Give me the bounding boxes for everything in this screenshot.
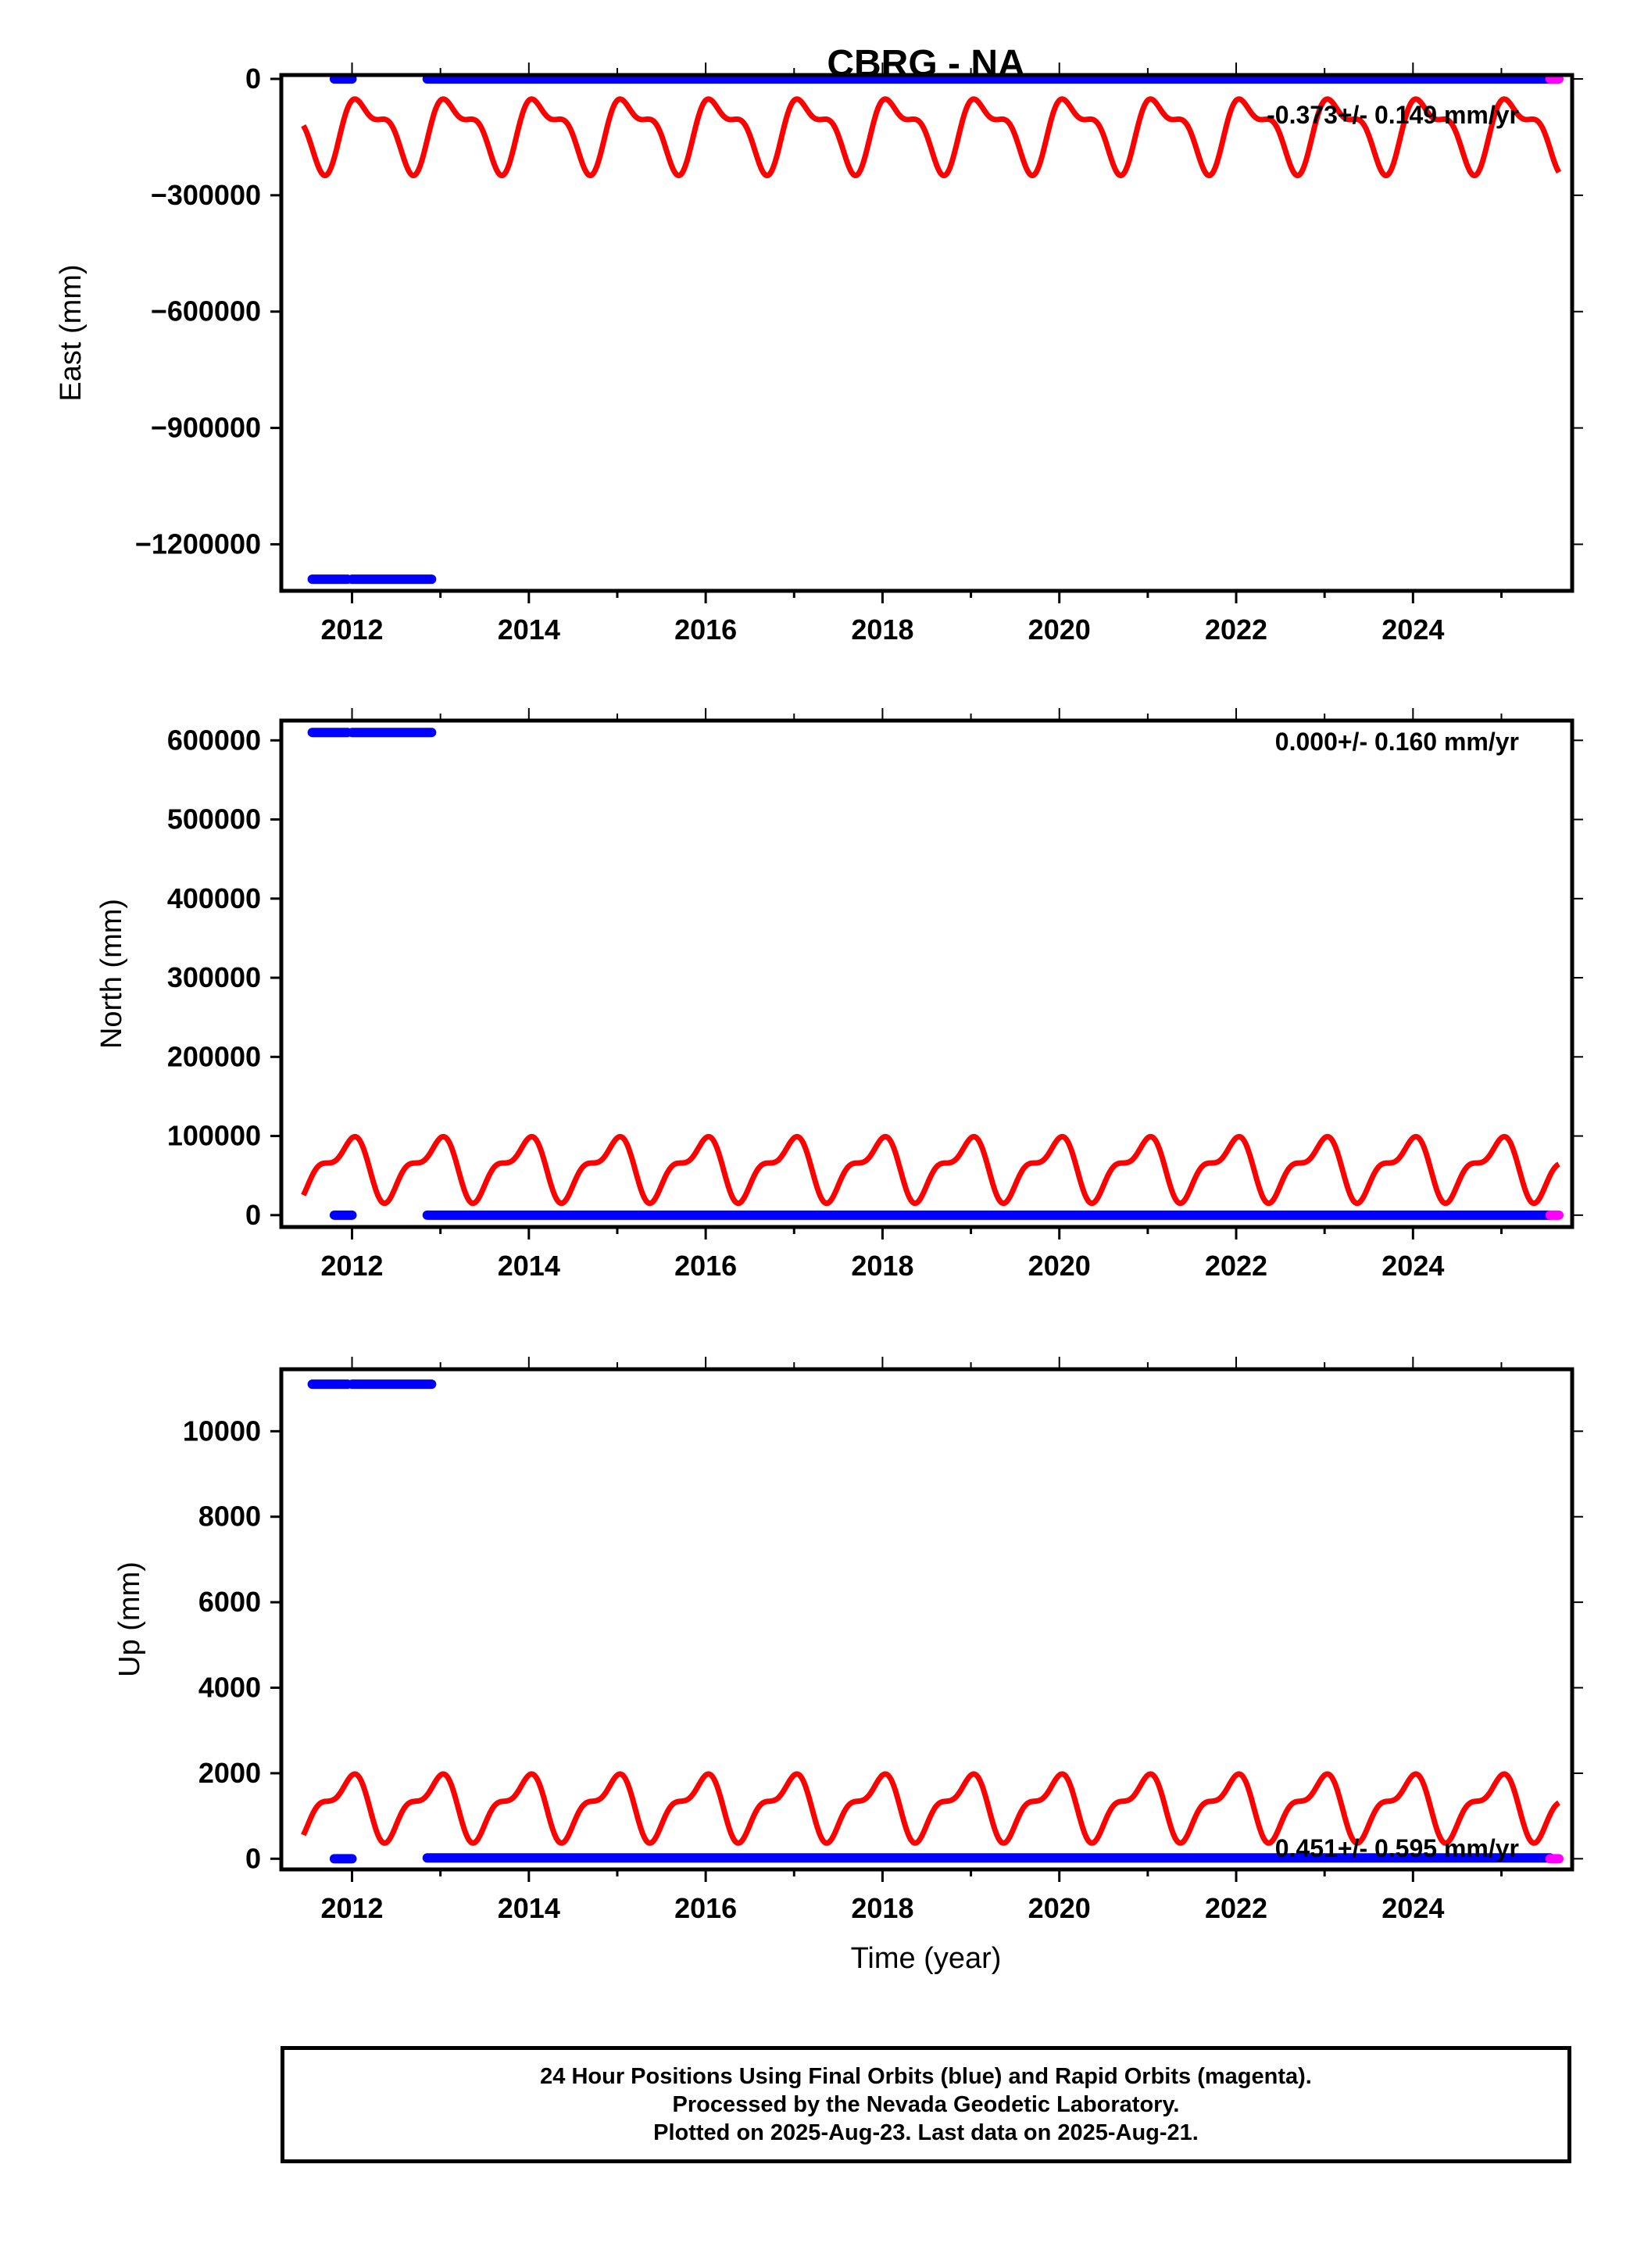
footer-line-1: 24 Hour Positions Using Final Orbits (bl… — [540, 2064, 1312, 2089]
north-x-tick-label: 2020 — [1028, 1250, 1091, 1282]
footer-line-2: Processed by the Nevada Geodetic Laborat… — [672, 2092, 1180, 2117]
north-y-tick-label: 300000 — [167, 961, 261, 993]
up-x-tick-label: 2014 — [498, 1892, 560, 1924]
north-x-tick-label: 2016 — [674, 1250, 737, 1282]
x-axis-label: Time (year) — [851, 1942, 1002, 1975]
north-x-tick-label: 2018 — [851, 1250, 913, 1282]
east-x-tick-label: 2016 — [674, 614, 737, 646]
up-y-tick-label: 6000 — [198, 1586, 261, 1618]
north-y-tick-label: 100000 — [167, 1120, 261, 1152]
east-x-tick-label: 2020 — [1028, 614, 1091, 646]
up-y-axis-label: Up (mm) — [113, 1561, 146, 1677]
north-y-tick-label: 0 — [245, 1199, 261, 1231]
east-y-tick-label: −900000 — [151, 412, 261, 444]
up-x-tick-label: 2012 — [320, 1892, 383, 1924]
up-y-tick-label: 8000 — [198, 1501, 261, 1533]
east-y-tick-label: 0 — [245, 63, 261, 95]
up-y-tick-label: 10000 — [183, 1415, 261, 1447]
east-rate-label: -0.373+/- 0.149 mm/yr — [1267, 101, 1519, 129]
east-y-tick-label: −600000 — [151, 295, 261, 327]
up-y-tick-label: 2000 — [198, 1757, 261, 1789]
up-plot-area — [301, 1379, 1564, 1864]
north-x-tick-label: 2024 — [1381, 1250, 1444, 1282]
up-y-tick-label: 0 — [245, 1842, 261, 1874]
east-x-tick-label: 2022 — [1205, 614, 1267, 646]
east-y-tick-label: −300000 — [151, 179, 261, 211]
north-y-tick-label: 200000 — [167, 1040, 261, 1072]
east-y-axis-label: East (mm) — [55, 264, 88, 401]
north-y-tick-label: 500000 — [167, 803, 261, 835]
up-y-tick-label: 4000 — [198, 1672, 261, 1704]
up-model-curve — [301, 1771, 1561, 1846]
east-plot-area — [301, 75, 1564, 585]
north-frame — [279, 718, 1574, 1229]
up-x-tick-label: 2024 — [1381, 1892, 1444, 1924]
up-rate-label: 0.451+/- 0.595 mm/yr — [1275, 1834, 1519, 1862]
north-model-curve — [301, 1133, 1561, 1207]
up-x-tick-label: 2020 — [1028, 1892, 1091, 1924]
east-panel: 0 −300000 −600000 −900000 −1200000 2012 2014 20… — [55, 63, 1583, 646]
north-plot-area — [301, 728, 1564, 1220]
north-rate-label: 0.000+/- 0.160 mm/yr — [1275, 728, 1519, 756]
up-x-tick-label: 2022 — [1205, 1892, 1267, 1924]
north-panel: 0 100000 200000 300000 400000 500000 600000 201… — [95, 708, 1583, 1282]
north-y-axis-label: North (mm) — [95, 899, 128, 1049]
east-x-tick-label: 2014 — [498, 614, 560, 646]
footer-note: 24 Hour Positions Using Final Orbits (bl… — [281, 2046, 1571, 2163]
east-y-tick-label: −1200000 — [135, 528, 261, 560]
east-x-tick-label: 2024 — [1381, 614, 1444, 646]
panels: 0 −300000 −600000 −900000 −1200000 2012 2014 20… — [55, 63, 1583, 1924]
north-x-tick-label: 2014 — [498, 1250, 560, 1282]
east-frame — [279, 73, 1574, 593]
up-frame — [279, 1367, 1574, 1872]
east-x-tick-label: 2012 — [320, 614, 383, 646]
up-panel: 0 2000 4000 6000 8000 10000 2012 2014 2016 2018 20… — [113, 1357, 1583, 1924]
footer-line-3: Plotted on 2025-Aug-23. Last data on 202… — [653, 2120, 1199, 2145]
north-y-tick-label: 400000 — [167, 882, 261, 914]
north-y-tick-label: 600000 — [167, 724, 261, 756]
east-x-tick-label: 2018 — [851, 614, 913, 646]
east-model-curve — [301, 96, 1562, 179]
up-x-tick-label: 2016 — [674, 1892, 737, 1924]
up-x-tick-label: 2018 — [851, 1892, 913, 1924]
north-x-tick-label: 2022 — [1205, 1250, 1267, 1282]
north-x-tick-label: 2012 — [320, 1250, 383, 1282]
